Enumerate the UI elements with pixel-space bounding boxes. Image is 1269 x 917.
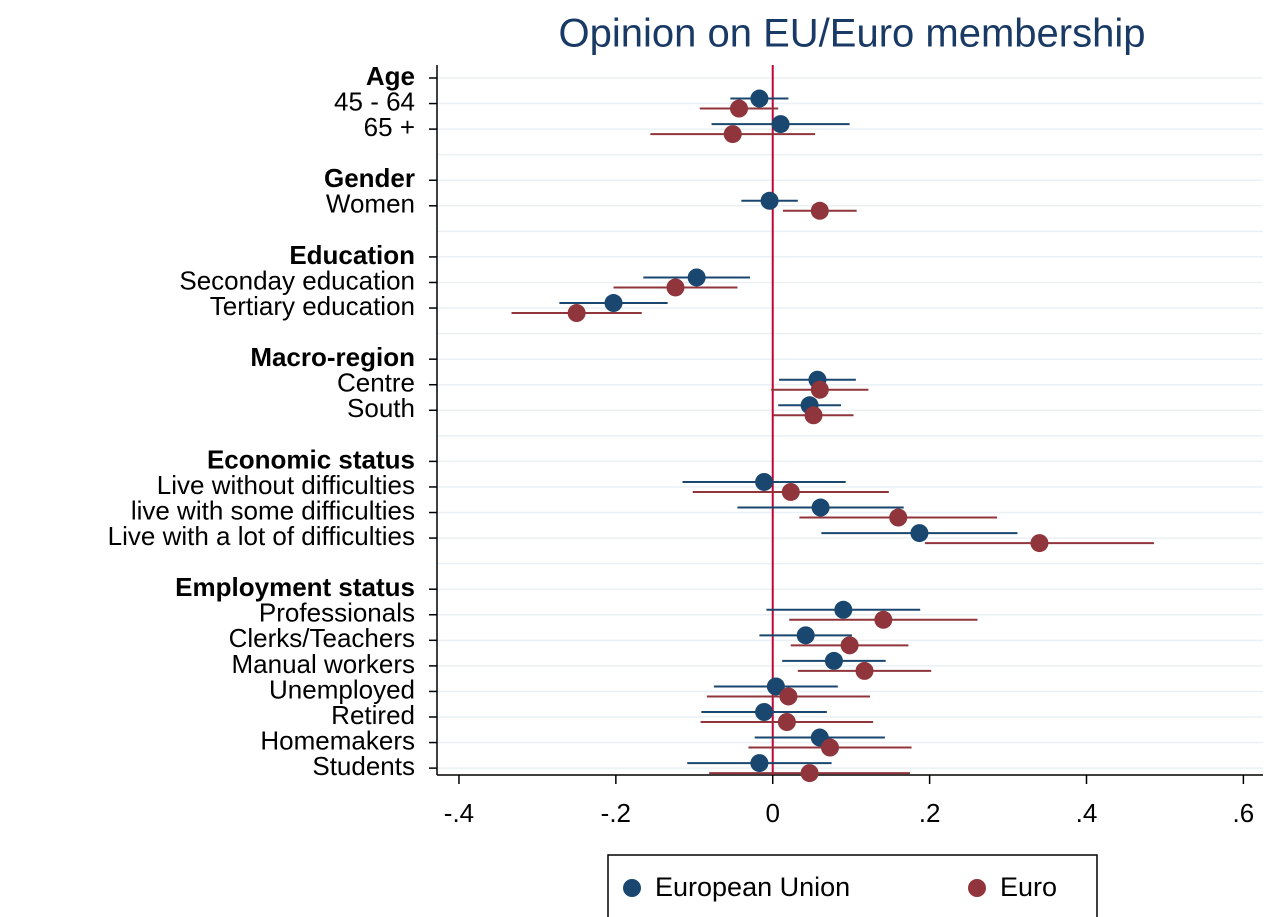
dot	[810, 380, 829, 399]
dot	[811, 498, 830, 517]
group-header: Education	[289, 240, 415, 270]
dot	[781, 482, 800, 501]
dot	[604, 294, 623, 313]
dot	[824, 651, 843, 670]
dot	[750, 754, 769, 773]
dot	[889, 508, 908, 527]
y-tick-label: Students	[312, 751, 415, 781]
y-tick-label: Retired	[331, 700, 415, 730]
dot	[1030, 534, 1049, 553]
dot	[760, 191, 779, 210]
x-tick-label: 0	[765, 798, 779, 828]
y-tick-label: Professionals	[259, 598, 415, 628]
dot	[874, 610, 893, 629]
dot	[567, 304, 586, 323]
y-tick-label: Live without difficulties	[157, 470, 415, 500]
group-header: Macro-region	[250, 342, 415, 372]
dot	[771, 115, 790, 134]
y-tick-label: Seconday education	[179, 265, 415, 295]
group-header: Economic status	[207, 444, 415, 474]
group-header: Age	[366, 61, 415, 91]
dot	[820, 738, 839, 757]
group-header: Employment status	[175, 572, 415, 602]
dot	[910, 524, 929, 543]
dot	[666, 278, 685, 297]
dot	[855, 661, 874, 680]
dot	[766, 677, 785, 696]
dot	[779, 687, 798, 706]
y-tick-label: live with some difficulties	[131, 495, 415, 525]
x-tick-label: .2	[919, 798, 941, 828]
x-tick-label: .4	[1076, 798, 1098, 828]
dot	[810, 201, 829, 220]
group-header: Gender	[324, 163, 415, 193]
y-tick-label: Centre	[337, 368, 415, 398]
dot	[730, 99, 749, 118]
dot	[687, 268, 706, 287]
dot	[750, 89, 769, 108]
y-tick-label: Homemakers	[260, 725, 415, 755]
y-tick-label: Live with a lot of difficulties	[108, 521, 415, 551]
y-tick-label: Unemployed	[269, 674, 415, 704]
dot	[723, 125, 742, 144]
legend-label: Euro	[1000, 872, 1057, 902]
dot	[840, 636, 859, 655]
dot	[796, 626, 815, 645]
dot	[834, 600, 853, 619]
y-tick-label: Tertiary education	[210, 291, 415, 321]
y-tick-label: Clerks/Teachers	[229, 623, 415, 653]
y-tick-label: Manual workers	[231, 649, 415, 679]
y-tick-label: Women	[326, 189, 415, 219]
chart-title: Opinion on EU/Euro membership	[559, 12, 1146, 56]
dot	[804, 406, 823, 425]
dot	[755, 472, 774, 491]
y-tick-label: South	[347, 393, 415, 423]
dot	[777, 713, 796, 731]
x-tick-label: -.2	[601, 798, 631, 828]
x-tick-label: .6	[1233, 798, 1255, 828]
x-tick-label: -.4	[444, 798, 474, 828]
legend-label: European Union	[655, 872, 850, 902]
y-tick-label: 45 - 64	[334, 86, 415, 116]
dot	[800, 764, 819, 783]
legend-marker	[968, 879, 986, 897]
legend-marker	[623, 879, 641, 897]
legend-box	[607, 854, 1098, 917]
y-tick-label: 65 +	[364, 112, 415, 142]
dot	[755, 703, 774, 721]
